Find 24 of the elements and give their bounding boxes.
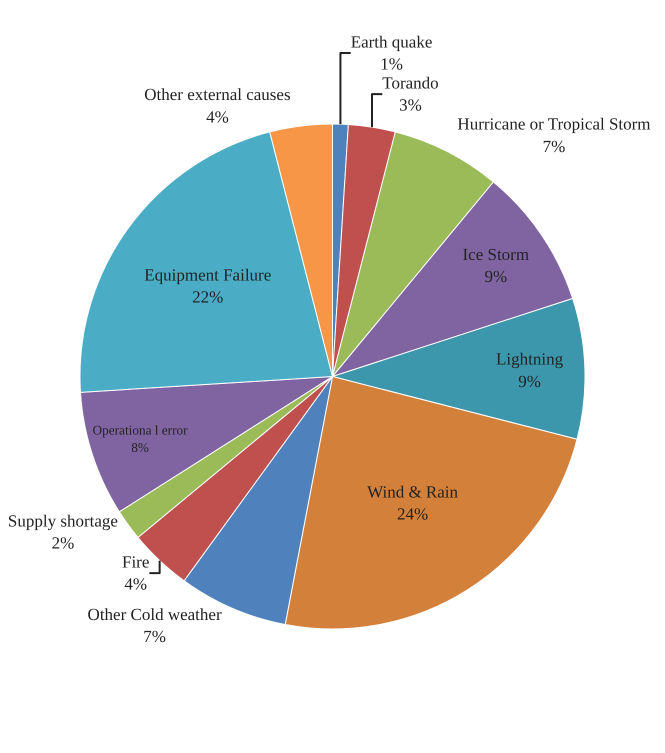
data-label: 7%: [542, 136, 566, 156]
data-label: 4%: [124, 574, 148, 594]
data-label: 24%: [396, 504, 428, 524]
data-label: 9%: [484, 267, 508, 286]
slice-label: Earth quake: [350, 32, 432, 52]
slice-label: Hurricane or Tropical Storm: [457, 114, 651, 134]
slice-label: Other external causes: [144, 85, 291, 104]
slice-label: Ice Storm: [462, 244, 530, 264]
data-label: 8%: [131, 440, 149, 455]
data-label: 4%: [206, 107, 229, 126]
slice-label: Lightning: [496, 350, 564, 369]
slice-label: Fire: [122, 552, 150, 572]
data-label: 1%: [380, 54, 403, 74]
slice-label: Torando: [382, 74, 439, 93]
data-label: 2%: [52, 534, 74, 553]
slice-label: Wind & Rain: [367, 482, 459, 502]
data-label: 22%: [192, 287, 224, 306]
slice-label: Supply shortage: [8, 511, 118, 530]
slice-label: Other Cold weather: [88, 604, 222, 624]
data-label: 7%: [143, 627, 166, 646]
data-label: 9%: [518, 372, 541, 391]
slice-label: Operationa l error: [92, 422, 188, 438]
data-label: 3%: [399, 96, 422, 115]
slice-label: Equipment Failure: [144, 265, 272, 284]
